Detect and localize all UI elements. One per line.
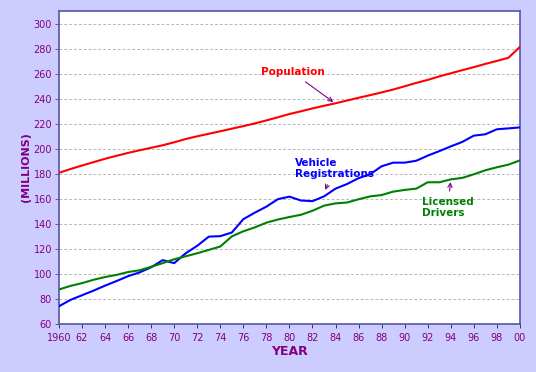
Text: Vehicle
Registrations: Vehicle Registrations [295, 158, 374, 189]
X-axis label: YEAR: YEAR [271, 346, 308, 359]
Text: Population: Population [260, 67, 332, 101]
Y-axis label: (MILLIONS): (MILLIONS) [20, 132, 31, 202]
Text: Licensed
Drivers: Licensed Drivers [422, 183, 474, 218]
